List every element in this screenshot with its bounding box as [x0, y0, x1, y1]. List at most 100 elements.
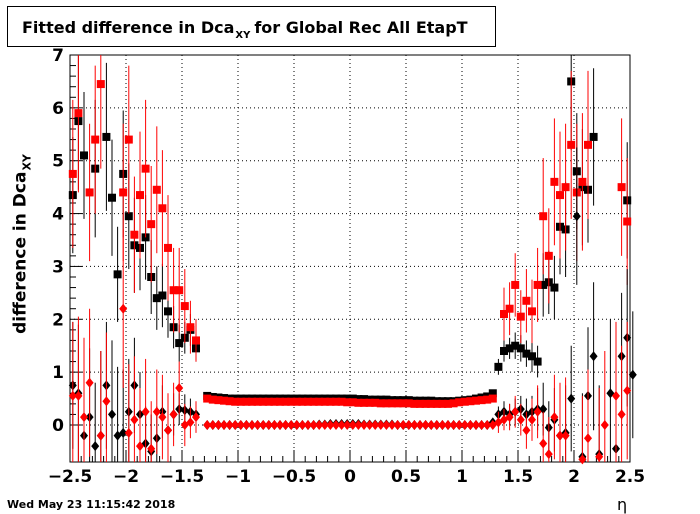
y-tick-label: 5	[52, 152, 64, 172]
data-point-square	[561, 183, 570, 192]
data-point-diamond	[231, 420, 240, 430]
data-point-square	[309, 397, 318, 406]
data-point-square	[427, 399, 436, 408]
data-point-square	[175, 339, 184, 348]
data-point-diamond	[68, 390, 77, 401]
data-point-square	[522, 349, 531, 358]
data-point-diamond	[108, 409, 116, 420]
title-rest: for Global Rec All EtapT	[254, 18, 468, 37]
data-point-diamond	[119, 427, 128, 438]
data-point-diamond	[544, 449, 553, 460]
data-point-square	[528, 307, 536, 316]
data-point-square	[91, 135, 100, 144]
data-point-square	[332, 397, 340, 406]
data-point-square	[236, 397, 245, 406]
data-point-diamond	[242, 420, 251, 430]
data-point-square	[550, 177, 559, 186]
data-point-diamond	[309, 420, 318, 430]
data-point-square	[225, 397, 234, 406]
data-point-square	[214, 396, 223, 405]
data-point-square	[421, 399, 430, 408]
data-point-diamond	[270, 420, 279, 430]
data-point-diamond	[253, 420, 262, 430]
data-point-square	[371, 398, 380, 407]
x-tick-label: −2.5	[48, 467, 92, 487]
data-point-square	[410, 399, 419, 408]
y-tick-label: 1	[52, 363, 64, 383]
data-point-square	[472, 396, 480, 405]
data-point-diamond	[298, 420, 307, 430]
data-point-diamond	[203, 420, 212, 430]
data-point-square	[208, 395, 217, 404]
data-point-diamond	[320, 420, 329, 430]
data-point-diamond	[337, 420, 346, 430]
data-point-square	[505, 344, 514, 353]
data-point-diamond	[119, 303, 128, 314]
data-point-square	[477, 396, 486, 405]
data-point-diamond	[85, 377, 94, 388]
data-point-diamond	[287, 420, 296, 430]
data-point-diamond	[612, 390, 620, 401]
data-point-square	[455, 398, 464, 407]
data-point-diamond	[130, 414, 139, 425]
title-subscript: XY	[235, 30, 251, 41]
data-point-square	[186, 323, 195, 332]
data-point-diamond	[152, 406, 161, 417]
data-point-diamond	[449, 420, 458, 430]
data-point-square	[96, 80, 105, 89]
data-point-square	[488, 394, 497, 403]
data-point-diamond	[455, 420, 464, 430]
data-point-square	[567, 140, 576, 149]
data-point-square	[130, 230, 139, 239]
data-point-square	[438, 399, 447, 408]
data-point-square	[164, 307, 172, 316]
data-point-diamond	[332, 420, 340, 430]
y-tick-label: 0	[52, 416, 64, 436]
data-point-square	[259, 397, 268, 406]
data-point-diamond	[388, 420, 396, 430]
data-point-square	[74, 109, 83, 118]
data-point-diamond	[158, 412, 167, 423]
data-point-square	[136, 191, 144, 200]
data-point-diamond	[516, 414, 525, 425]
data-point-square	[270, 397, 279, 406]
y-tick-label: 3	[52, 257, 64, 277]
data-point-diamond	[533, 406, 542, 417]
data-point-square	[337, 397, 346, 406]
data-point-square	[528, 352, 536, 361]
data-point-diamond	[169, 409, 178, 420]
data-point-diamond	[376, 420, 385, 430]
data-point-square	[578, 177, 587, 186]
data-point-diamond	[292, 420, 301, 430]
data-point-diamond	[259, 420, 268, 430]
data-point-square	[248, 397, 256, 406]
data-point-square	[141, 164, 150, 173]
data-point-square	[511, 341, 520, 350]
data-point-square	[399, 399, 408, 408]
data-point-diamond	[208, 420, 217, 430]
data-point-diamond	[427, 420, 436, 430]
data-point-diamond	[505, 412, 514, 423]
data-point-square	[544, 251, 553, 260]
data-point-square	[292, 397, 301, 406]
data-point-square	[550, 283, 559, 292]
data-point-square	[152, 294, 161, 303]
data-point-square	[466, 397, 475, 406]
title-main: Fitted difference in Dca	[22, 18, 235, 37]
data-point-square	[533, 357, 542, 366]
x-tick-label: 2	[568, 467, 580, 487]
data-point-diamond	[96, 430, 105, 441]
x-tick-label: 0.5	[391, 467, 421, 487]
data-point-diamond	[595, 451, 604, 462]
data-point-square	[124, 135, 133, 144]
data-point-diamond	[528, 414, 536, 425]
data-point-diamond	[91, 441, 100, 452]
y-tick-label: 2	[52, 310, 64, 330]
data-point-diamond	[438, 420, 447, 430]
data-point-square	[460, 397, 469, 406]
data-point-square	[617, 183, 626, 192]
data-point-square	[623, 217, 632, 226]
data-point-square	[108, 193, 116, 202]
data-point-diamond	[432, 420, 441, 430]
data-point-square	[500, 347, 508, 355]
